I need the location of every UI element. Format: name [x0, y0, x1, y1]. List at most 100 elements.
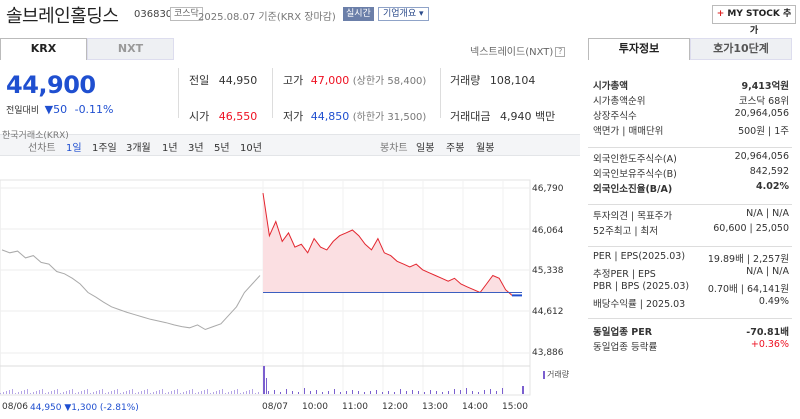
info-row-label: 상장주식수 [593, 111, 637, 122]
info-row-label: 동일업종 PER [593, 327, 653, 338]
info-row-label: 52주최고 | 최저 [593, 226, 659, 237]
candle-chart-label: 봉차트 [380, 143, 408, 154]
volume-bar [60, 393, 61, 394]
volume-bar [430, 390, 431, 394]
volume-bar [36, 391, 37, 394]
volume-bar [186, 391, 187, 394]
volume-bar [263, 366, 265, 394]
volume-bar [222, 389, 223, 394]
volume-bar [406, 391, 407, 394]
volume-bar [436, 391, 437, 394]
plus-icon: + [716, 9, 725, 19]
tab-nxt[interactable]: NXT [87, 38, 174, 60]
info-row-label: 동일업종 등락률 [593, 342, 658, 353]
x-tick-label: 10:00 [302, 402, 328, 412]
period-10y[interactable]: 10년 [240, 143, 262, 154]
price-chart[interactable] [0, 0, 580, 419]
change-label: 전일대비 [6, 106, 40, 116]
stock-title: 솔브레인홀딩스 [6, 6, 119, 27]
chart-source: 한국거래소(KRX) [2, 131, 69, 141]
line-chart-label: 선차트 [28, 143, 56, 154]
volume-bar [54, 390, 55, 394]
volume-bar [51, 391, 52, 394]
stock-code: 036830 [134, 9, 173, 20]
volume-bar [454, 389, 455, 394]
period-monthly[interactable]: 월봉 [476, 143, 495, 154]
x-tick-label: 12:00 [382, 402, 408, 412]
period-5y[interactable]: 5년 [214, 143, 230, 154]
volume: 거래량 108,104 [450, 72, 535, 88]
add-mystock-button[interactable]: + MY STOCK 추가 [712, 5, 796, 36]
add-mystock-label: MY STOCK 추가 [727, 9, 792, 36]
volume-bar [21, 391, 22, 394]
tab-investment-info[interactable]: 투자정보 [588, 38, 690, 60]
series-area-today [263, 193, 512, 296]
volume-bar [292, 391, 293, 394]
trade-amount: 거래대금 4,940 백만 [450, 108, 555, 124]
period-1y[interactable]: 1년 [162, 143, 178, 154]
info-row-value: +0.36% [750, 339, 789, 350]
y-tick-label: 44,612 [532, 307, 564, 317]
volume-bar [72, 389, 73, 394]
volume-bar [87, 389, 88, 394]
info-row: 동일업종 PER -70.81배 [593, 324, 789, 338]
volume-bar [30, 393, 31, 394]
low-price: 저가 44,850 (하한가 31,500) [283, 108, 426, 124]
volume-bar [33, 392, 34, 394]
period-1w[interactable]: 1주일 [92, 143, 117, 154]
chevron-down-icon: ▾ [419, 9, 424, 19]
chart-frame [0, 179, 531, 396]
volume-bar [213, 392, 214, 394]
volume-bar [274, 390, 275, 394]
period-3m[interactable]: 3개월 [126, 143, 151, 154]
volume-bar [123, 392, 124, 394]
volume-bar [48, 392, 49, 394]
down-triangle-icon: ▼ [44, 103, 54, 116]
info-row: 시가총액순위 코스닥 68위 [593, 93, 789, 107]
volume-bar [340, 392, 341, 394]
info-row-value: 0.70배 | 64,141원 [707, 284, 789, 295]
volume-bar [78, 392, 79, 394]
info-row-value: 0.49% [758, 296, 789, 307]
volume-bar [388, 391, 389, 394]
nextrade-link[interactable]: 넥스트레이드(NXT)? [470, 43, 566, 58]
volume-bar [108, 392, 109, 394]
volume-bar [93, 392, 94, 394]
amount-value: 4,940 백만 [499, 110, 556, 123]
help-icon[interactable]: ? [555, 47, 566, 57]
info-row-value: 842,592 [749, 166, 789, 177]
period-daily[interactable]: 일봉 [416, 143, 435, 154]
volume-bar [249, 390, 250, 394]
volume-bar [168, 392, 169, 394]
volume-bar [192, 389, 193, 394]
volume-bar [84, 390, 85, 394]
tab-krx[interactable]: KRX [0, 38, 87, 60]
volume-bar [42, 389, 43, 394]
info-row: 추정PER | EPS N/A | N/A [593, 266, 789, 280]
x-tick-label: 08/07 [262, 402, 288, 412]
volume-bar [114, 390, 115, 394]
volume-bar [370, 391, 371, 394]
realtime-button[interactable]: 실시간 [343, 7, 374, 21]
volume-bar [240, 393, 241, 394]
volume-bar [382, 392, 383, 394]
volume-bar [45, 393, 46, 394]
volume-bar [231, 391, 232, 394]
volume-bar [63, 392, 64, 394]
volume-bar [165, 393, 166, 394]
change-value: 50 [53, 103, 68, 116]
volume-bar [153, 392, 154, 394]
period-weekly[interactable]: 주봉 [446, 143, 465, 154]
volume-bar [195, 393, 196, 394]
period-1d[interactable]: 1일 [66, 143, 82, 154]
company-overview-dropdown[interactable]: 기업개요 ▾ [378, 7, 429, 21]
volume-bar [0, 393, 1, 394]
info-row-label: PER | EPS(2025.03) [593, 251, 686, 262]
period-3y[interactable]: 3년 [188, 143, 204, 154]
x-tick-label: 08/06 [2, 402, 28, 412]
info-row-value: 20,964,056 [734, 108, 789, 119]
prev-close: 전일 44,950 [189, 72, 257, 88]
tab-orderbook[interactable]: 호가10단계 [690, 38, 792, 60]
info-row-value: 20,964,056 [734, 151, 789, 162]
volume-bar [189, 390, 190, 394]
